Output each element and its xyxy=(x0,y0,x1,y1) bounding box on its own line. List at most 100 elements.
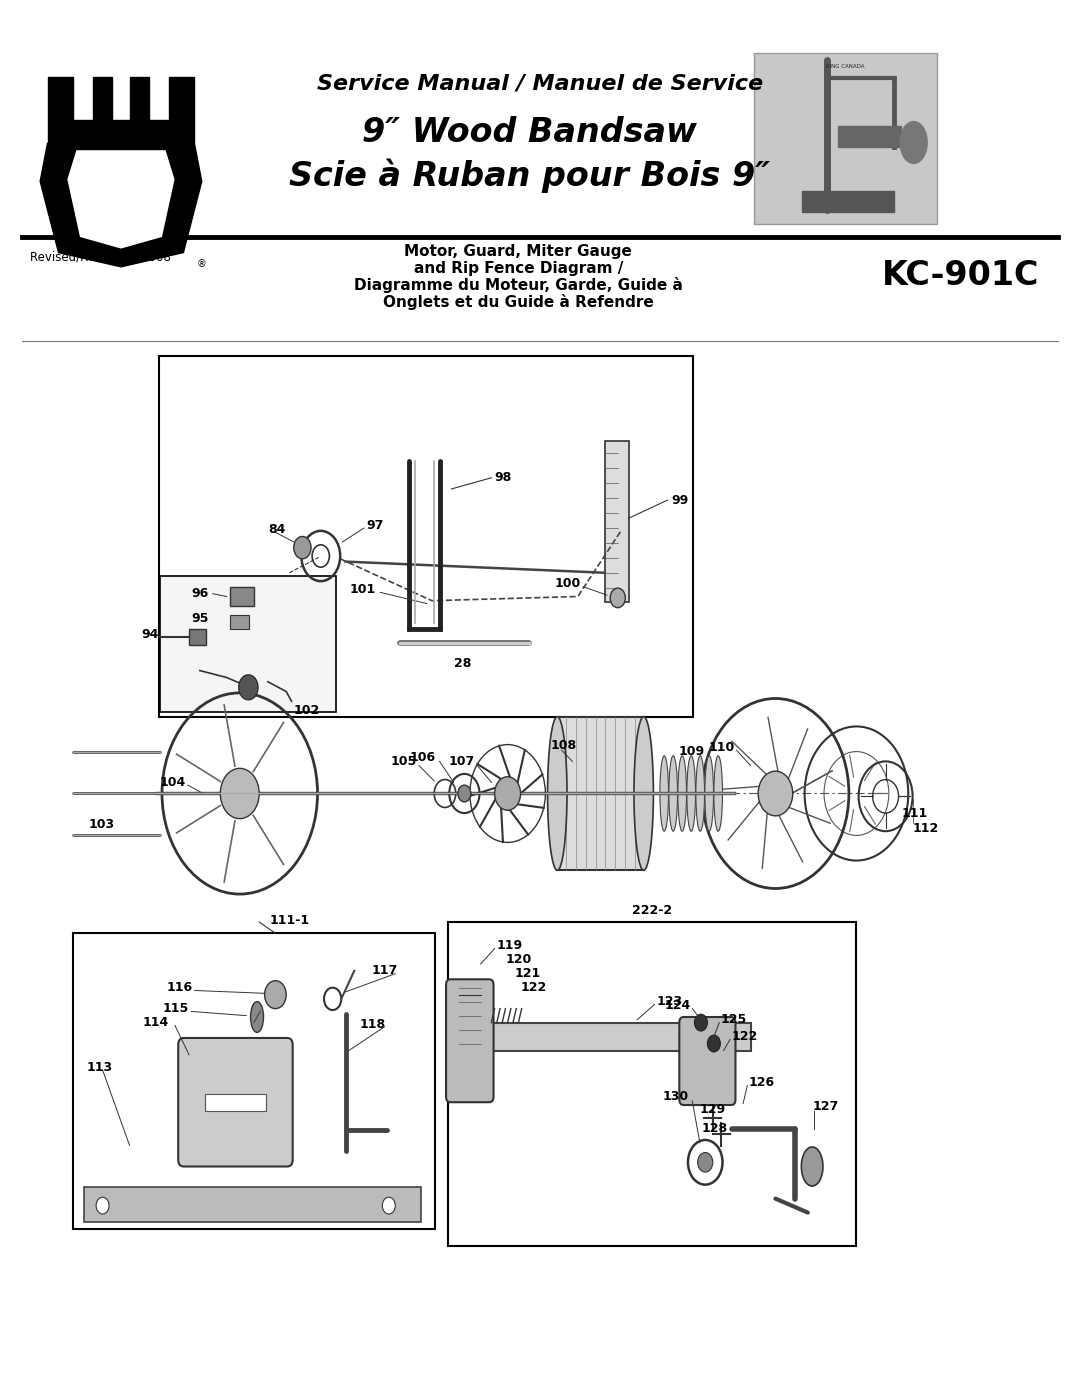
Polygon shape xyxy=(68,151,174,247)
Text: 111: 111 xyxy=(902,806,928,820)
Text: 117: 117 xyxy=(372,964,397,978)
Text: CANADA: CANADA xyxy=(102,866,140,875)
Bar xyxy=(189,629,206,645)
Text: 95: 95 xyxy=(191,612,208,626)
Circle shape xyxy=(96,1197,109,1214)
Bar xyxy=(454,1023,751,1051)
Ellipse shape xyxy=(660,756,669,831)
Polygon shape xyxy=(40,144,202,267)
Text: 102: 102 xyxy=(294,704,320,717)
Circle shape xyxy=(220,768,259,819)
Text: 119: 119 xyxy=(497,939,523,953)
Text: 100: 100 xyxy=(555,577,581,591)
Circle shape xyxy=(294,536,311,559)
Text: Onglets et du Guide à Refendre: Onglets et du Guide à Refendre xyxy=(383,293,653,310)
Text: 129: 129 xyxy=(700,1102,726,1116)
Text: 118: 118 xyxy=(360,1017,386,1031)
Circle shape xyxy=(239,675,258,700)
Circle shape xyxy=(495,777,521,810)
Text: Service Manual / Manuel de Service: Service Manual / Manuel de Service xyxy=(316,74,764,94)
Text: Diagramme du Moteur, Garde, Guide à: Diagramme du Moteur, Garde, Guide à xyxy=(354,277,683,293)
Text: 104: 104 xyxy=(160,775,186,789)
Text: 105: 105 xyxy=(391,754,417,768)
Text: 121: 121 xyxy=(514,967,540,981)
Text: Motor, Guard, Miter Gauge: Motor, Guard, Miter Gauge xyxy=(405,244,632,258)
Bar xyxy=(84,1187,421,1222)
Text: 125: 125 xyxy=(720,1013,746,1027)
Text: 115: 115 xyxy=(163,1002,189,1016)
Text: and Rip Fence Diagram /: and Rip Fence Diagram / xyxy=(414,261,623,275)
Ellipse shape xyxy=(634,717,653,870)
Ellipse shape xyxy=(705,756,714,831)
Bar xyxy=(557,717,644,870)
Bar xyxy=(448,922,856,1246)
Circle shape xyxy=(694,1014,707,1031)
Text: 113: 113 xyxy=(86,1060,112,1074)
Text: 9″ Wood Bandsaw: 9″ Wood Bandsaw xyxy=(362,116,697,149)
Text: 94: 94 xyxy=(141,627,159,641)
FancyBboxPatch shape xyxy=(679,1017,735,1105)
FancyBboxPatch shape xyxy=(178,1038,293,1166)
Text: 222-2: 222-2 xyxy=(632,904,673,918)
Bar xyxy=(160,576,336,712)
Text: Scie à Ruban pour Bois 9″: Scie à Ruban pour Bois 9″ xyxy=(288,159,770,193)
Text: 126: 126 xyxy=(748,1076,774,1090)
Bar xyxy=(838,126,901,147)
Polygon shape xyxy=(48,77,194,144)
Text: 110: 110 xyxy=(708,740,734,754)
Text: 97: 97 xyxy=(366,518,383,532)
Bar xyxy=(159,356,693,717)
Text: KING CANADA: KING CANADA xyxy=(826,64,865,70)
Bar xyxy=(205,1094,266,1111)
Text: 114: 114 xyxy=(143,1016,168,1030)
Text: 111-1: 111-1 xyxy=(269,914,310,928)
Bar xyxy=(230,587,254,606)
Text: 98: 98 xyxy=(495,471,512,485)
Text: 116: 116 xyxy=(166,981,192,995)
Bar xyxy=(73,933,435,1229)
Text: 122: 122 xyxy=(521,981,546,995)
Ellipse shape xyxy=(687,756,696,831)
Circle shape xyxy=(265,981,286,1009)
Bar xyxy=(802,191,894,212)
Text: ®: ® xyxy=(197,258,207,270)
Text: 96: 96 xyxy=(191,587,208,601)
Text: 108: 108 xyxy=(551,739,577,753)
Ellipse shape xyxy=(714,756,723,831)
Circle shape xyxy=(382,1197,395,1214)
Text: 99: 99 xyxy=(672,493,689,507)
Text: 130: 130 xyxy=(663,1090,689,1104)
Bar xyxy=(230,615,249,629)
Text: 106: 106 xyxy=(409,750,435,764)
Ellipse shape xyxy=(548,717,567,870)
Ellipse shape xyxy=(801,1147,823,1186)
Ellipse shape xyxy=(901,122,927,163)
Text: 127: 127 xyxy=(812,1099,838,1113)
Ellipse shape xyxy=(678,756,687,831)
Bar xyxy=(605,441,629,602)
Text: 101: 101 xyxy=(350,583,376,597)
Text: KING: KING xyxy=(97,177,145,194)
Ellipse shape xyxy=(696,756,704,831)
Text: 120: 120 xyxy=(505,953,531,967)
Text: 84: 84 xyxy=(268,522,285,536)
Circle shape xyxy=(707,1035,720,1052)
FancyBboxPatch shape xyxy=(446,979,494,1102)
Text: 28: 28 xyxy=(454,657,471,669)
Text: 109: 109 xyxy=(678,745,704,759)
Circle shape xyxy=(698,1153,713,1172)
Ellipse shape xyxy=(251,1002,264,1032)
Ellipse shape xyxy=(669,756,677,831)
Text: 122: 122 xyxy=(731,1030,757,1044)
Circle shape xyxy=(458,785,471,802)
Text: 123: 123 xyxy=(657,995,683,1009)
Circle shape xyxy=(758,771,793,816)
Bar xyxy=(754,53,937,224)
Text: 103: 103 xyxy=(89,817,114,831)
Text: KC-901C: KC-901C xyxy=(881,258,1039,292)
Text: Revised/Revisé 08/2008: Revised/Revisé 08/2008 xyxy=(30,250,171,264)
Text: 128: 128 xyxy=(702,1122,728,1136)
Circle shape xyxy=(610,588,625,608)
Text: 124: 124 xyxy=(665,999,691,1013)
Text: 107: 107 xyxy=(449,754,475,768)
